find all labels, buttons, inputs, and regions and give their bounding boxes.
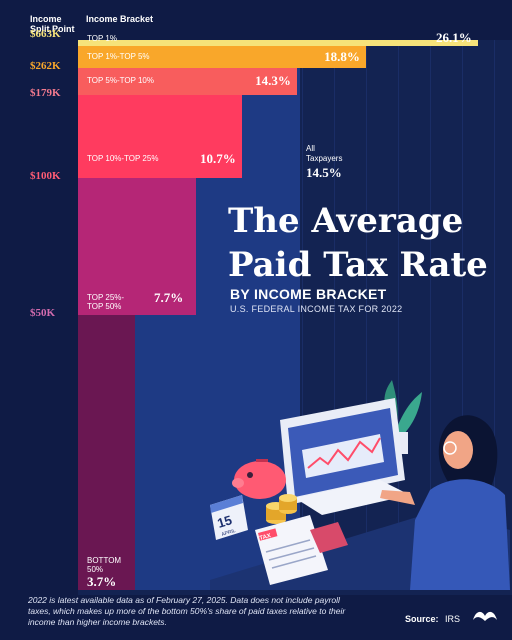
gridline (334, 40, 335, 590)
illustration: 15 APRIL TAX (210, 380, 510, 590)
value-label: 7.7% (154, 290, 184, 305)
bar (78, 177, 196, 315)
title-line-1: The Average (228, 201, 464, 241)
split-point-label: $100K (30, 169, 61, 182)
bar (78, 40, 478, 46)
gridline (462, 40, 463, 590)
calendar-day: 15 (215, 512, 233, 531)
gridline (430, 40, 431, 590)
split-point-label: $663K (30, 28, 61, 40)
split-point-label: $179K (30, 87, 61, 99)
value-label: 10.7% (199, 150, 236, 166)
gridline (398, 40, 399, 590)
value-label: 26.1% (436, 30, 472, 45)
bracket-label: TOP 1% (87, 34, 117, 43)
title-line-2: Paid Tax Rate (228, 245, 488, 285)
average-value: 14.5% (306, 165, 342, 180)
source-value: IRS (445, 614, 461, 624)
footnote: 2022 is latest available data as of Febr… (28, 595, 346, 627)
bracket-label: TOP 10%-TOP 25% (87, 153, 159, 163)
gridline (302, 40, 303, 590)
bar (78, 315, 135, 590)
bracket-label: TOP 1%-TOP 5% (87, 51, 150, 61)
income-bracket-header: Income Bracket (86, 14, 154, 24)
bar (78, 45, 367, 68)
brand-logo (473, 611, 497, 621)
bracket-label: BOTTOM 50% (87, 556, 122, 574)
bracket-label: TOP 5%-TOP 10% (87, 76, 154, 86)
value-label: 3.7% (87, 574, 117, 589)
split-point-label: $262K (30, 59, 61, 72)
bracket-label: TOP 25%- TOP 50% (87, 293, 125, 311)
tax-form-label: TAX (259, 533, 272, 542)
sub-subtitle: U.S. FEDERAL INCOME TAX FOR 2022 (230, 304, 403, 314)
split-point-label: $50K (30, 307, 56, 319)
calendar-month: APRIL (221, 528, 237, 538)
bar (78, 67, 298, 95)
value-label: 18.8% (324, 48, 360, 64)
source-label: Source: (405, 614, 439, 624)
value-label: 14.3% (255, 73, 291, 89)
gridline (366, 40, 367, 590)
split-point-header: Income Split Point (30, 14, 75, 34)
average-label: All Taxpayers (306, 144, 343, 163)
bar (78, 95, 242, 178)
gridline (494, 40, 495, 590)
subtitle: BY INCOME BRACKET (230, 286, 387, 302)
